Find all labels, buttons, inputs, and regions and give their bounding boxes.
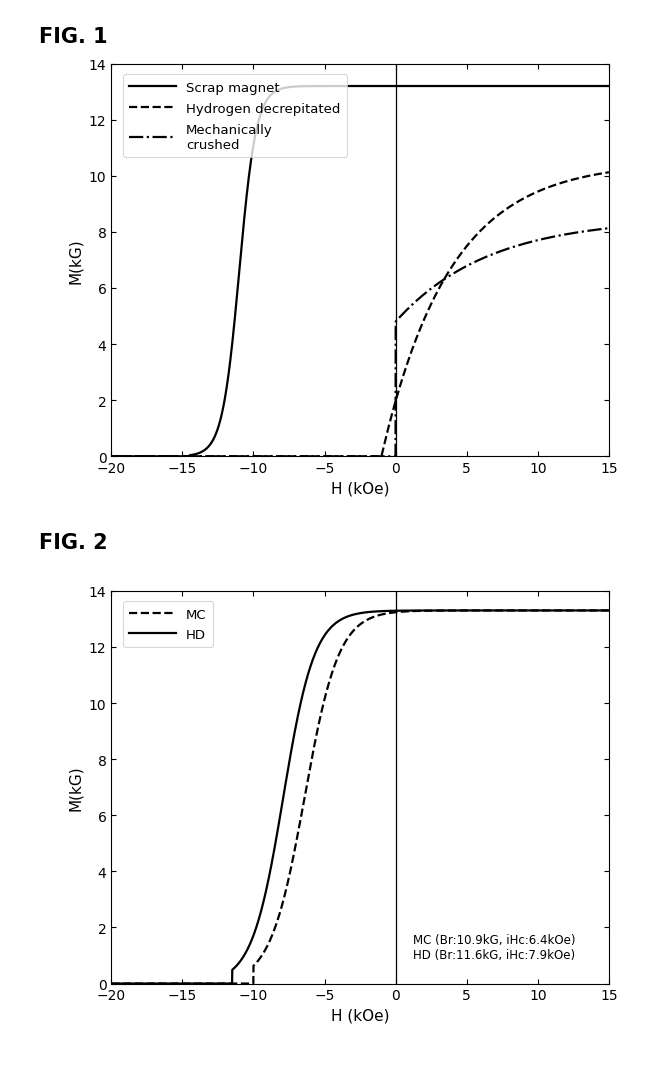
Legend: Scrap magnet, Hydrogen decrepitated, Mechanically
crushed: Scrap magnet, Hydrogen decrepitated, Mec… bbox=[123, 75, 347, 158]
Text: FIG. 1: FIG. 1 bbox=[39, 27, 108, 47]
X-axis label: H (kOe): H (kOe) bbox=[330, 482, 389, 497]
Y-axis label: M(kG): M(kG) bbox=[68, 238, 83, 284]
Text: MC (Br:10.9kG, iHc:6.4kOe)
HD (Br:11.6kG, iHc:7.9kOe): MC (Br:10.9kG, iHc:6.4kOe) HD (Br:11.6kG… bbox=[412, 933, 575, 961]
Legend: MC, HD: MC, HD bbox=[123, 602, 213, 647]
Text: FIG. 2: FIG. 2 bbox=[39, 532, 108, 553]
Y-axis label: M(kG): M(kG) bbox=[68, 764, 83, 811]
X-axis label: H (kOe): H (kOe) bbox=[330, 1008, 389, 1023]
